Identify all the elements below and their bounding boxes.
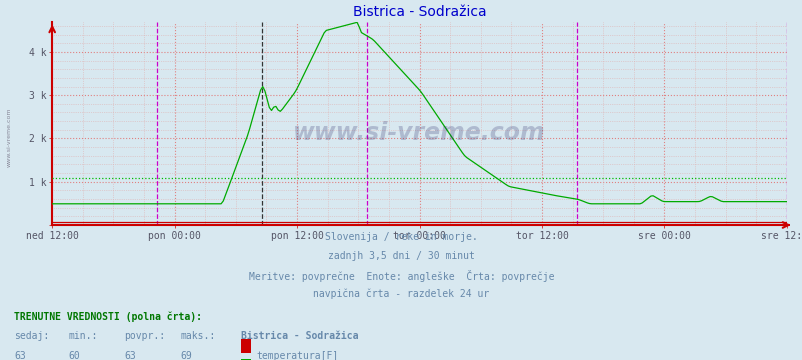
Text: povpr.:: povpr.: — [124, 331, 165, 341]
Text: www.si-vreme.com: www.si-vreme.com — [293, 121, 545, 145]
Text: sedaj:: sedaj: — [14, 331, 50, 341]
Text: navpična črta - razdelek 24 ur: navpična črta - razdelek 24 ur — [313, 288, 489, 299]
Text: 60: 60 — [68, 351, 80, 360]
Text: 63: 63 — [124, 351, 136, 360]
Text: zadnjh 3,5 dni / 30 minut: zadnjh 3,5 dni / 30 minut — [328, 251, 474, 261]
Text: www.si-vreme.com: www.si-vreme.com — [7, 107, 12, 167]
Text: min.:: min.: — [68, 331, 98, 341]
Text: temperatura[F]: temperatura[F] — [256, 351, 338, 360]
Text: TRENUTNE VREDNOSTI (polna črta):: TRENUTNE VREDNOSTI (polna črta): — [14, 311, 202, 322]
Text: Bistrica - Sodražica: Bistrica - Sodražica — [241, 331, 358, 341]
Text: Meritve: povprečne  Enote: angleške  Črta: povprečje: Meritve: povprečne Enote: angleške Črta:… — [249, 270, 553, 282]
Text: maks.:: maks.: — [180, 331, 216, 341]
Text: 69: 69 — [180, 351, 192, 360]
Title: Bistrica - Sodražica: Bistrica - Sodražica — [352, 5, 486, 19]
Text: Slovenija / reke in morje.: Slovenija / reke in morje. — [325, 232, 477, 242]
Text: 63: 63 — [14, 351, 26, 360]
